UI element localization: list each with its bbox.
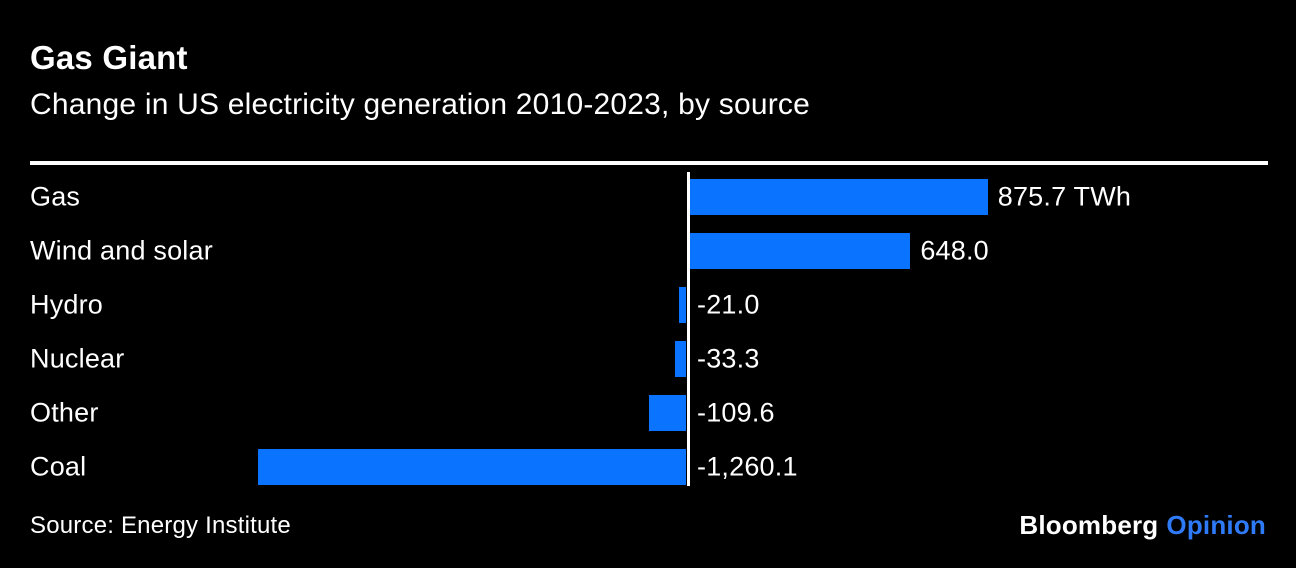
chart-row: Hydro -21.0 [30, 278, 1268, 332]
bar-chart: Gas 875.7 TWh Wind and solar 648.0 Hydro -21.… [30, 170, 1268, 494]
category-label: Coal [30, 451, 87, 482]
chart-row: Gas 875.7 TWh [30, 170, 1268, 224]
category-label: Wind and solar [30, 235, 213, 266]
value-label: -109.6 [697, 397, 775, 428]
bloomberg-opinion-logo: Bloomberg Opinion [1019, 510, 1266, 541]
bar [674, 341, 686, 377]
chart-footer: Source: Energy Institute Bloomberg Opinio… [30, 510, 1266, 541]
bar [690, 179, 988, 215]
chart-row: Coal -1,260.1 [30, 440, 1268, 494]
bar [678, 287, 686, 323]
source-note: Source: Energy Institute [30, 511, 291, 539]
chart-header: Gas Giant Change in US electricity gener… [0, 0, 1296, 122]
value-label: 875.7 TWh [997, 181, 1132, 212]
category-label: Gas [30, 181, 81, 212]
header-divider [30, 161, 1268, 165]
chart-subtitle: Change in US electricity generation 2010… [30, 88, 810, 122]
brand-text: Bloomberg [1019, 510, 1159, 540]
value-label: -21.0 [697, 289, 760, 320]
bar [690, 233, 911, 269]
value-label: 648.0 [920, 235, 989, 266]
chart-row: Other -109.6 [30, 386, 1268, 440]
bar [257, 449, 686, 485]
category-label: Hydro [30, 289, 104, 320]
value-label: -1,260.1 [697, 451, 798, 482]
zero-axis-line [687, 172, 690, 486]
bar [648, 395, 686, 431]
brand-suffix-text: Opinion [1166, 510, 1266, 540]
category-label: Other [30, 397, 99, 428]
chart-row: Wind and solar 648.0 [30, 224, 1268, 278]
chart-row: Nuclear -33.3 [30, 332, 1268, 386]
value-label: -33.3 [697, 343, 760, 374]
category-label: Nuclear [30, 343, 125, 374]
chart-title: Gas Giant [30, 39, 188, 76]
